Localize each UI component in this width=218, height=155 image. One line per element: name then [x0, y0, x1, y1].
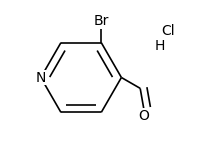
Text: O: O — [138, 109, 149, 123]
Text: N: N — [36, 71, 46, 84]
Text: Cl: Cl — [161, 24, 175, 38]
Text: Br: Br — [94, 14, 109, 28]
Text: H: H — [155, 40, 165, 53]
